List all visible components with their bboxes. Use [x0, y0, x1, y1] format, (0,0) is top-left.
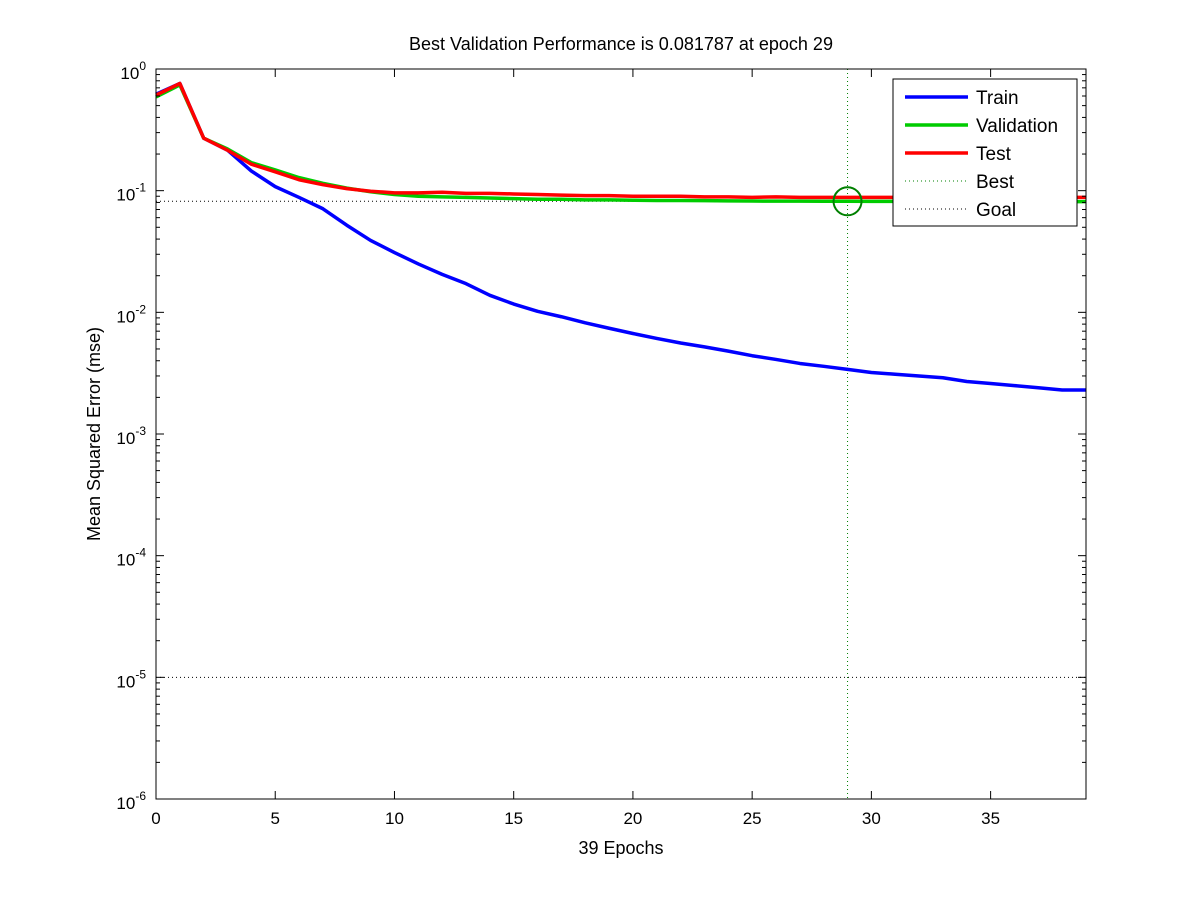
y-tick-label: 10-1 — [116, 181, 146, 205]
y-tick-label: 10-6 — [116, 789, 146, 813]
chart-title: Best Validation Performance is 0.081787 … — [409, 34, 833, 54]
axis-ticks — [155, 68, 1086, 800]
x-tick-label: 5 — [270, 809, 279, 828]
y-axis-label: Mean Squared Error (mse) — [84, 327, 104, 541]
x-tick-label: 30 — [862, 809, 881, 828]
y-tick-label: 10-4 — [116, 546, 146, 570]
x-tick-label: 35 — [981, 809, 1000, 828]
y-tick-label: 10-2 — [116, 302, 146, 326]
x-tick-label: 0 — [151, 809, 160, 828]
legend: Train Validation Test Best Goal — [892, 78, 1078, 227]
y-tick-label: 10-3 — [116, 424, 146, 448]
y-tick-label: 10-5 — [116, 667, 146, 691]
series-line-train — [155, 81, 1086, 392]
x-tick-label: 15 — [504, 809, 523, 828]
x-tick-label: 25 — [743, 809, 762, 828]
legend-label-test: Test — [976, 144, 1012, 165]
axis-tick-labels: 0 5 10 15 20 25 30 35 100 10-1 10-2 10-3 10-4 10-5 10-… — [116, 59, 1000, 828]
y-tick-label: 100 — [120, 59, 146, 83]
legend-label-train: Train — [976, 88, 1019, 109]
x-axis-label: 39 Epochs — [578, 838, 663, 858]
legend-label-validation: Validation — [976, 116, 1058, 137]
markers — [832, 186, 863, 217]
legend-label-best: Best — [976, 172, 1015, 193]
best-marker — [832, 186, 863, 217]
x-tick-label: 20 — [623, 809, 642, 828]
x-tick-label: 10 — [385, 809, 404, 828]
legend-label-goal: Goal — [976, 200, 1016, 221]
